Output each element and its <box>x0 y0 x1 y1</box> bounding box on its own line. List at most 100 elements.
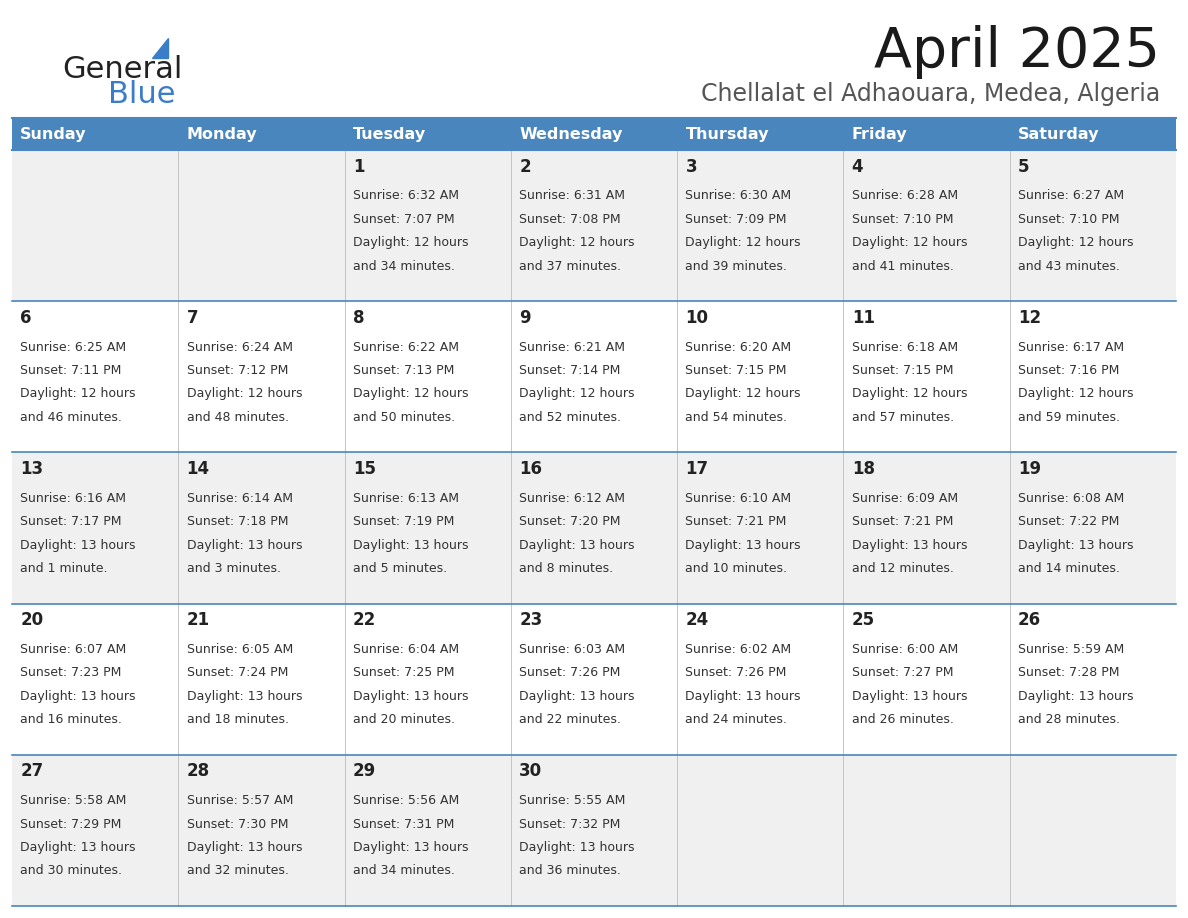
Text: and 52 minutes.: and 52 minutes. <box>519 411 621 424</box>
Text: Sunset: 7:17 PM: Sunset: 7:17 PM <box>20 515 122 528</box>
Text: Sunrise: 6:07 AM: Sunrise: 6:07 AM <box>20 643 127 656</box>
Text: and 24 minutes.: and 24 minutes. <box>685 713 788 726</box>
Text: Sunset: 7:21 PM: Sunset: 7:21 PM <box>852 515 953 528</box>
Text: Sunrise: 6:00 AM: Sunrise: 6:00 AM <box>852 643 958 656</box>
Text: Sunset: 7:12 PM: Sunset: 7:12 PM <box>187 364 287 377</box>
Bar <box>511 118 677 150</box>
Text: Sunset: 7:08 PM: Sunset: 7:08 PM <box>519 213 621 226</box>
Text: Daylight: 13 hours: Daylight: 13 hours <box>519 689 634 703</box>
Bar <box>178 118 345 150</box>
Text: and 54 minutes.: and 54 minutes. <box>685 411 788 424</box>
Bar <box>843 118 1010 150</box>
Text: April 2025: April 2025 <box>874 25 1159 79</box>
Text: Sunrise: 6:27 AM: Sunrise: 6:27 AM <box>1018 189 1124 202</box>
Text: 10: 10 <box>685 308 708 327</box>
Text: Sunrise: 6:13 AM: Sunrise: 6:13 AM <box>353 492 459 505</box>
Text: and 32 minutes.: and 32 minutes. <box>187 865 289 878</box>
Text: 29: 29 <box>353 762 377 780</box>
Text: Friday: Friday <box>852 127 908 141</box>
Text: Sunrise: 6:17 AM: Sunrise: 6:17 AM <box>1018 341 1124 353</box>
Text: Sunrise: 6:28 AM: Sunrise: 6:28 AM <box>852 189 958 202</box>
Text: Daylight: 12 hours: Daylight: 12 hours <box>187 387 302 400</box>
Text: Tuesday: Tuesday <box>353 127 426 141</box>
Bar <box>1010 118 1176 150</box>
Bar <box>677 118 843 150</box>
Text: Daylight: 12 hours: Daylight: 12 hours <box>519 236 634 249</box>
Text: Sunrise: 6:18 AM: Sunrise: 6:18 AM <box>852 341 958 353</box>
Text: Sunset: 7:31 PM: Sunset: 7:31 PM <box>353 818 454 831</box>
Text: Sunset: 7:24 PM: Sunset: 7:24 PM <box>187 666 287 679</box>
Text: Sunrise: 6:22 AM: Sunrise: 6:22 AM <box>353 341 459 353</box>
Text: Sunrise: 6:03 AM: Sunrise: 6:03 AM <box>519 643 625 656</box>
Text: Daylight: 13 hours: Daylight: 13 hours <box>685 539 801 552</box>
Text: 5: 5 <box>1018 158 1030 175</box>
Text: and 18 minutes.: and 18 minutes. <box>187 713 289 726</box>
Text: 28: 28 <box>187 762 210 780</box>
Text: Daylight: 13 hours: Daylight: 13 hours <box>852 689 967 703</box>
Text: Sunset: 7:26 PM: Sunset: 7:26 PM <box>685 666 786 679</box>
Text: Daylight: 13 hours: Daylight: 13 hours <box>353 689 468 703</box>
Text: Sunrise: 6:31 AM: Sunrise: 6:31 AM <box>519 189 625 202</box>
Text: Daylight: 13 hours: Daylight: 13 hours <box>685 689 801 703</box>
Text: Daylight: 12 hours: Daylight: 12 hours <box>1018 387 1133 400</box>
Text: and 12 minutes.: and 12 minutes. <box>852 562 954 575</box>
Text: and 41 minutes.: and 41 minutes. <box>852 260 954 273</box>
Text: 8: 8 <box>353 308 365 327</box>
Text: and 8 minutes.: and 8 minutes. <box>519 562 613 575</box>
Text: and 50 minutes.: and 50 minutes. <box>353 411 455 424</box>
Text: and 48 minutes.: and 48 minutes. <box>187 411 289 424</box>
Text: Daylight: 12 hours: Daylight: 12 hours <box>685 236 801 249</box>
Text: and 34 minutes.: and 34 minutes. <box>353 865 455 878</box>
Text: and 59 minutes.: and 59 minutes. <box>1018 411 1120 424</box>
Text: 20: 20 <box>20 611 44 629</box>
Text: and 26 minutes.: and 26 minutes. <box>852 713 954 726</box>
Text: 6: 6 <box>20 308 32 327</box>
Text: Daylight: 13 hours: Daylight: 13 hours <box>852 539 967 552</box>
Text: Daylight: 13 hours: Daylight: 13 hours <box>353 841 468 854</box>
Text: and 3 minutes.: and 3 minutes. <box>187 562 280 575</box>
Text: 4: 4 <box>852 158 864 175</box>
Text: Sunrise: 5:55 AM: Sunrise: 5:55 AM <box>519 794 626 807</box>
Text: and 22 minutes.: and 22 minutes. <box>519 713 621 726</box>
Text: 21: 21 <box>187 611 210 629</box>
Text: and 43 minutes.: and 43 minutes. <box>1018 260 1120 273</box>
Text: and 16 minutes.: and 16 minutes. <box>20 713 122 726</box>
Text: and 14 minutes.: and 14 minutes. <box>1018 562 1120 575</box>
Bar <box>12 118 178 150</box>
Text: 2: 2 <box>519 158 531 175</box>
Text: 30: 30 <box>519 762 542 780</box>
Text: Daylight: 13 hours: Daylight: 13 hours <box>20 689 135 703</box>
Text: Daylight: 12 hours: Daylight: 12 hours <box>20 387 135 400</box>
Bar <box>12 755 1176 906</box>
Text: Monday: Monday <box>187 127 258 141</box>
Text: Sunset: 7:21 PM: Sunset: 7:21 PM <box>685 515 786 528</box>
Text: 24: 24 <box>685 611 709 629</box>
Bar <box>12 604 1176 755</box>
Polygon shape <box>152 38 168 58</box>
Text: Sunset: 7:15 PM: Sunset: 7:15 PM <box>852 364 953 377</box>
Text: 13: 13 <box>20 460 44 478</box>
Text: Sunset: 7:20 PM: Sunset: 7:20 PM <box>519 515 620 528</box>
Text: Daylight: 12 hours: Daylight: 12 hours <box>685 387 801 400</box>
Text: Sunset: 7:18 PM: Sunset: 7:18 PM <box>187 515 289 528</box>
Text: Sunrise: 6:30 AM: Sunrise: 6:30 AM <box>685 189 791 202</box>
Text: 19: 19 <box>1018 460 1041 478</box>
Text: Sunset: 7:16 PM: Sunset: 7:16 PM <box>1018 364 1119 377</box>
Text: Sunset: 7:30 PM: Sunset: 7:30 PM <box>187 818 289 831</box>
Text: Sunrise: 5:59 AM: Sunrise: 5:59 AM <box>1018 643 1124 656</box>
Text: Thursday: Thursday <box>685 127 769 141</box>
Text: Saturday: Saturday <box>1018 127 1100 141</box>
Text: Sunset: 7:09 PM: Sunset: 7:09 PM <box>685 213 786 226</box>
Text: Sunset: 7:10 PM: Sunset: 7:10 PM <box>1018 213 1119 226</box>
Text: Sunset: 7:29 PM: Sunset: 7:29 PM <box>20 818 121 831</box>
Text: Sunrise: 6:20 AM: Sunrise: 6:20 AM <box>685 341 791 353</box>
Text: Daylight: 13 hours: Daylight: 13 hours <box>1018 539 1133 552</box>
Text: Sunset: 7:22 PM: Sunset: 7:22 PM <box>1018 515 1119 528</box>
Text: and 39 minutes.: and 39 minutes. <box>685 260 788 273</box>
Text: 26: 26 <box>1018 611 1041 629</box>
Text: 22: 22 <box>353 611 377 629</box>
Text: Sunrise: 6:02 AM: Sunrise: 6:02 AM <box>685 643 791 656</box>
Text: Sunrise: 6:21 AM: Sunrise: 6:21 AM <box>519 341 625 353</box>
Text: Daylight: 13 hours: Daylight: 13 hours <box>20 841 135 854</box>
Text: Blue: Blue <box>108 80 176 109</box>
